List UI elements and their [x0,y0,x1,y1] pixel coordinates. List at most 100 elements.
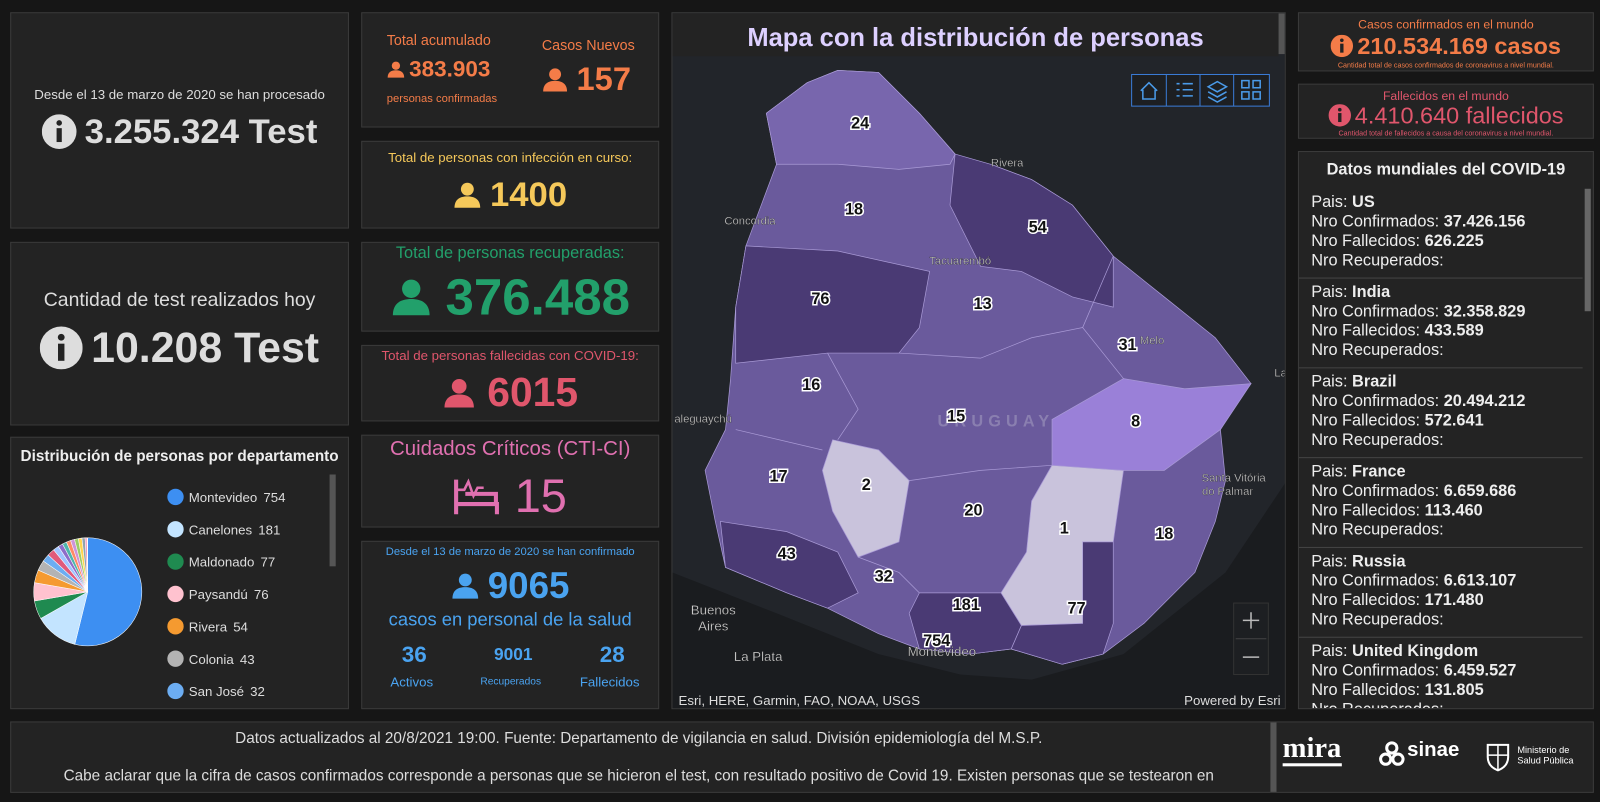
staff-stat: 36 Activos [362,640,461,690]
region [1010,541,1114,665]
country-field: Nro Fallecidos: 433.589 [1311,321,1570,340]
scrollbar[interactable] [1270,722,1277,792]
map-title: Mapa con la distribución de personas [747,24,1203,52]
map-place: do Palmar [1202,486,1253,498]
legend-entry: Colonia 43 [189,652,255,667]
field-value: 626.225 [1424,232,1484,250]
country-field: Nro Recuperados: [1311,610,1570,629]
field-label: Nro Fallecidos: [1311,322,1421,340]
field-label: Nro Recuperados: [1311,611,1444,629]
health-staff-panel: Desde el 13 de marzo de 2020 se han conf… [361,540,660,710]
region [949,153,1114,308]
scrollbar[interactable] [329,474,336,567]
map-place: Rivera [991,157,1024,169]
country-field: Pais: US [1311,193,1570,212]
division-lines [735,255,1124,594]
region-value: 43 [778,545,796,563]
scrollbar[interactable] [1584,188,1591,312]
map-title-bar [672,13,1279,57]
legend-name: Maldonado [189,555,255,570]
staff-stats: 36 Activos 9001 Recuperados 28 Fallecidos [362,640,658,707]
person-icon [454,182,481,208]
field-value: Russia [1352,553,1406,571]
field-label: Nro Fallecidos: [1311,681,1421,699]
region [765,70,956,170]
field-value: 113.460 [1424,502,1483,520]
value-row: 383.903 [387,56,490,83]
field-label: Pais: [1311,463,1348,481]
field-value: 6.659.686 [1443,482,1517,500]
stat-label: Recuperados [480,676,542,688]
caption: Cantidad de test realizados hoy [43,289,316,312]
info-icon [40,326,83,370]
label: Total de personas con infección en curso… [388,149,633,166]
field-label: Pais: [1311,193,1348,212]
region [822,439,910,558]
field-label: Nro Confirmados: [1311,392,1440,411]
legend-value: 754 [263,490,285,505]
stat-value: 28 [599,641,625,668]
country-field: Nro Confirmados: 37.426.156 [1311,212,1570,231]
legend-swatch [167,488,184,506]
region-value: 18 [1155,525,1173,543]
legend-swatch [167,553,184,570]
field-value: 32.358.829 [1443,303,1526,321]
legend-name: San José [189,684,244,699]
value-row: 376.488 [362,267,658,326]
scrollbar[interactable] [1278,13,1286,55]
country-field: Nro Fallecidos: 626.225 [1311,232,1570,251]
stat-value-row: 28 [560,640,658,671]
legend-entry: Rivera 54 [189,619,248,634]
field-value: 6.459.527 [1443,662,1517,680]
country-entry: Pais: United Kingdom Nro Confirmados: 6.4… [1299,638,1583,708]
field-label: Nro Recuperados: [1311,521,1444,539]
world-deaths-value: 4.410.640 fallecidos [1354,101,1564,129]
field-value: 131.805 [1424,681,1484,699]
tests-today: 10.208 Test [91,323,320,372]
field-value: India [1352,283,1391,302]
world-data-panel: Datos mundiales del COVID-19 Pais: US Nro… [1297,151,1594,710]
legend-entry: Paysandú 76 [189,587,269,602]
note: Cantidad total de fallecidos a causa del… [1338,130,1554,138]
field-label: Nro Recuperados: [1311,431,1444,449]
map-place: Montevideo [908,644,977,659]
label: Total de personas recuperadas: [395,244,625,263]
tests-total-panel: Desde el 13 de marzo de 2020 se han proc… [10,12,349,229]
qr-button[interactable] [1241,79,1261,100]
critical-value: 15 [514,469,567,523]
field-label: Pais: [1311,553,1348,571]
logo-msp: Ministerio de Salud Pública [1517,744,1574,766]
legend-swatch [167,682,184,700]
info-icon [1328,104,1351,127]
country-field: Nro Fallecidos: 131.805 [1311,681,1570,700]
region-value: 17 [769,468,787,486]
field-label: Nro Confirmados: [1311,213,1440,231]
region-value: 32 [875,568,893,586]
deceased-value: 6015 [487,369,579,415]
zoom-in[interactable] [1242,612,1260,629]
person-icon [452,573,479,599]
legend-button[interactable] [1176,82,1193,97]
field-label: Nro Fallecidos: [1311,232,1421,250]
world-data-title: Datos mundiales del COVID-19 [1326,161,1566,179]
map-place: Aires [698,619,729,634]
layers-button[interactable] [1206,80,1229,103]
field-label: Nro Confirmados: [1311,662,1440,680]
caption: Desde el 13 de marzo de 2020 se han proc… [34,86,325,103]
field-value: 37.426.156 [1443,213,1526,231]
map-place: aleguaychú [674,413,731,425]
logo-mira: mira [1282,734,1342,767]
region-value: 54 [1029,219,1047,237]
legend-value: 32 [250,684,265,699]
region-value: 76 [811,290,829,308]
value-row: 157 [542,60,631,98]
person-icon [443,378,474,408]
country-field: Nro Fallecidos: 171.480 [1311,591,1570,610]
active-value: 1400 [489,174,568,214]
field-label: Nro Confirmados: [1311,303,1440,321]
map-place: Santa Vitória [1202,473,1267,485]
home-button[interactable] [1140,81,1158,100]
field-value: 572.641 [1424,412,1484,430]
